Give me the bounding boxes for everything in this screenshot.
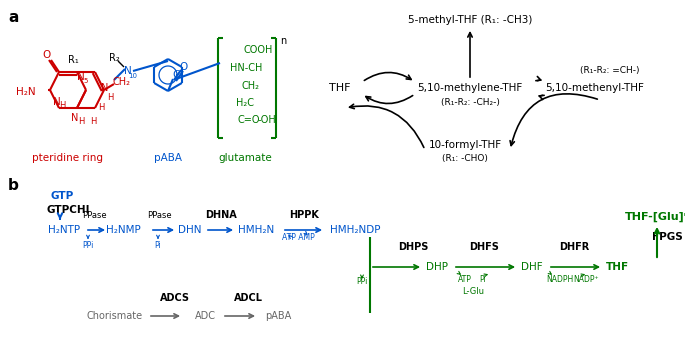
Text: HN-CH: HN-CH [230, 63, 262, 73]
Text: Chorismate: Chorismate [87, 311, 143, 321]
Text: H₂C: H₂C [236, 98, 254, 108]
Text: N: N [71, 113, 79, 123]
Text: 10: 10 [129, 73, 138, 79]
Text: Pi: Pi [155, 240, 162, 250]
Text: DHPS: DHPS [398, 242, 428, 252]
Text: DHNA: DHNA [205, 210, 237, 220]
Text: a: a [8, 10, 18, 25]
Text: C=O: C=O [238, 115, 260, 125]
Text: H: H [60, 101, 66, 109]
Text: HMH₂N: HMH₂N [238, 225, 274, 235]
Text: HPPK: HPPK [289, 210, 319, 220]
Text: ATP: ATP [458, 276, 472, 284]
Text: GTPCHI: GTPCHI [47, 205, 90, 215]
Text: (R₁-R₂: =CH-): (R₁-R₂: =CH-) [580, 65, 640, 74]
Text: FPGS: FPGS [651, 232, 682, 242]
Text: H: H [78, 118, 84, 127]
Text: N: N [53, 97, 60, 107]
Text: NADPH: NADPH [547, 276, 573, 284]
Text: 5: 5 [84, 78, 88, 84]
Text: L-Glu: L-Glu [462, 287, 484, 297]
Text: ADCL: ADCL [234, 293, 262, 303]
Text: O: O [43, 50, 51, 60]
Text: H₂NTP: H₂NTP [48, 225, 80, 235]
Text: 5-methyl-THF (R₁: -CH3): 5-methyl-THF (R₁: -CH3) [408, 15, 532, 25]
Text: DHFS: DHFS [469, 242, 499, 252]
Text: ATP AMP: ATP AMP [282, 234, 314, 242]
Text: ADC: ADC [195, 311, 216, 321]
Text: DHF: DHF [521, 262, 543, 272]
Text: CH₂: CH₂ [242, 81, 260, 91]
Text: glutamate: glutamate [218, 153, 272, 163]
Text: R₂: R₂ [109, 53, 119, 63]
Text: Pi: Pi [479, 276, 486, 284]
Text: H: H [107, 93, 113, 103]
Text: H₂NMP: H₂NMP [105, 225, 140, 235]
Text: CH₂: CH₂ [113, 77, 131, 87]
Text: pABA: pABA [265, 311, 291, 321]
Text: N: N [77, 72, 85, 82]
Text: n: n [280, 36, 286, 46]
Text: GTP: GTP [51, 191, 73, 201]
Text: NADP⁺: NADP⁺ [573, 276, 599, 284]
Text: THF: THF [329, 83, 351, 93]
Text: PPase: PPase [82, 210, 106, 220]
Text: b: b [8, 178, 19, 193]
Text: pABA: pABA [154, 153, 182, 163]
Text: THF-[Glu]ⁿ: THF-[Glu]ⁿ [625, 212, 685, 222]
Text: PPi: PPi [356, 278, 368, 286]
Text: PPi: PPi [82, 240, 94, 250]
Text: O: O [180, 62, 188, 72]
Text: pteridine ring: pteridine ring [32, 153, 103, 163]
Text: H: H [98, 104, 104, 113]
Text: DHP: DHP [426, 262, 448, 272]
Text: (R₁: -CHO): (R₁: -CHO) [442, 153, 488, 163]
Text: 5,10-methylene-THF: 5,10-methylene-THF [417, 83, 523, 93]
Text: DHFR: DHFR [559, 242, 589, 252]
Text: PPase: PPase [147, 210, 171, 220]
Text: H₂N: H₂N [16, 87, 36, 97]
Text: H: H [90, 118, 96, 127]
Text: DHN: DHN [178, 225, 202, 235]
Text: (R₁-R₂: -CH₂-): (R₁-R₂: -CH₂-) [440, 98, 499, 106]
Text: C: C [173, 70, 179, 80]
Text: HMH₂NDP: HMH₂NDP [329, 225, 380, 235]
Text: COOH: COOH [244, 45, 273, 55]
Text: N: N [124, 66, 132, 76]
Text: N: N [101, 83, 109, 93]
Text: R₁: R₁ [68, 55, 78, 65]
Text: ADCS: ADCS [160, 293, 190, 303]
Text: 5,10-methenyl-THF: 5,10-methenyl-THF [545, 83, 645, 93]
Text: THF: THF [606, 262, 629, 272]
Text: 10-formyl-THF: 10-formyl-THF [428, 140, 501, 150]
Text: -OH: -OH [258, 115, 277, 125]
